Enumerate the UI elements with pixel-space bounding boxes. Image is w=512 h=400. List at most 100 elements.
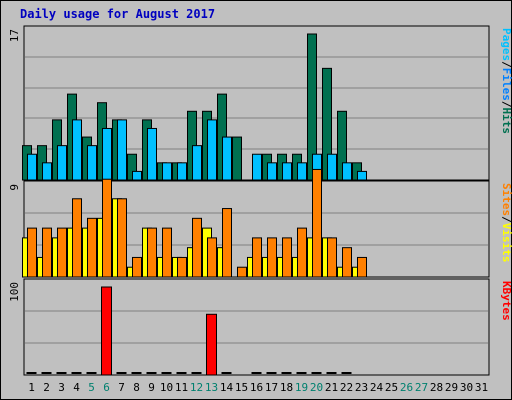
- visits-bar-12: [192, 217, 202, 278]
- files-bar-14: [222, 136, 232, 181]
- x-tick-label: 21: [325, 381, 338, 394]
- visits-bar-2: [42, 227, 52, 278]
- kbytes-bar-9: [146, 372, 157, 374]
- files-bar-7: [117, 119, 127, 181]
- files-bar-9: [147, 127, 157, 181]
- x-tick-label: 11: [175, 381, 188, 394]
- files-bar-18: [282, 162, 292, 181]
- visits-bar-16: [252, 237, 262, 278]
- kbytes-bar-22: [341, 372, 352, 374]
- legend-hits-files-pages: Pages/Files/Hits: [500, 28, 512, 134]
- visits-bar-20: [312, 168, 322, 278]
- files-bar-16: [252, 153, 262, 181]
- kbytes-bar-11: [176, 372, 187, 374]
- kbytes-bar-17: [266, 372, 277, 374]
- files-bar-3: [57, 145, 67, 181]
- visits-bar-15: [237, 266, 247, 278]
- kbytes-bar-12: [191, 372, 202, 374]
- visits-bar-10: [162, 227, 172, 278]
- panel-visits-sites: 9 Sites/Visits: [8, 168, 512, 278]
- legend-kbytes: KBytes: [500, 281, 512, 321]
- files-bar-22: [342, 162, 352, 181]
- chart-title: Daily usage for August 2017: [20, 7, 216, 21]
- kbytes-bar-10: [161, 372, 172, 374]
- kbytes-bar-7: [116, 372, 127, 374]
- legend-entry: /: [500, 101, 512, 108]
- kbytes-bar-4: [71, 372, 82, 374]
- files-bar-8: [132, 170, 142, 181]
- x-tick-label: 12: [190, 381, 203, 394]
- y-max-label: 9: [8, 184, 21, 191]
- visits-bar-1: [27, 227, 37, 278]
- x-tick-label: 14: [220, 381, 234, 394]
- panel-kbytes: 100 KBytes: [8, 278, 512, 376]
- x-tick-label: 22: [340, 381, 353, 394]
- visits-bar-23: [357, 256, 367, 278]
- x-tick-label: 9: [148, 381, 155, 394]
- x-tick-label: 7: [118, 381, 125, 394]
- visits-bar-13: [207, 237, 217, 278]
- files-bar-4: [72, 119, 82, 181]
- x-tick-label: 29: [445, 381, 458, 394]
- legend-entry: /: [500, 61, 512, 68]
- x-tick-label: 2: [43, 381, 50, 394]
- kbytes-bar-6: [101, 286, 112, 376]
- visits-bar-21: [327, 237, 337, 278]
- x-tick-label: 13: [205, 381, 218, 394]
- kbytes-bar-13: [206, 313, 217, 376]
- legend-entry: KBytes: [500, 281, 512, 321]
- kbytes-bar-18: [281, 372, 292, 374]
- files-bar-17: [267, 162, 277, 181]
- legend-entry: /: [500, 216, 512, 223]
- visits-bar-19: [297, 227, 307, 278]
- x-tick-label: 5: [88, 381, 95, 394]
- x-tick-label: 16: [250, 381, 263, 394]
- x-tick-label: 4: [73, 381, 80, 394]
- x-tick-label: 6: [103, 381, 110, 394]
- legend-entry: Pages: [500, 28, 512, 61]
- files-bar-23: [357, 170, 367, 181]
- files-bar-21: [327, 153, 337, 181]
- kbytes-bar-14: [221, 372, 232, 374]
- kbytes-bar-5: [86, 372, 97, 374]
- legend-entry: Files: [500, 68, 512, 101]
- hits-bar-15: [232, 136, 242, 181]
- x-tick-label: 26: [400, 381, 413, 394]
- files-bar-12: [192, 145, 202, 181]
- kbytes-bar-16: [251, 372, 262, 374]
- files-bar-5: [87, 145, 97, 181]
- y-max-label: 17: [8, 29, 21, 42]
- kbytes-bar-20: [311, 372, 322, 374]
- x-tick-label: 19: [295, 381, 308, 394]
- plot-area: [23, 278, 490, 376]
- x-tick-label: 25: [385, 381, 398, 394]
- files-bar-10: [162, 162, 172, 181]
- x-tick-label: 31: [475, 381, 488, 394]
- files-bar-11: [177, 162, 187, 181]
- visits-bar-11: [177, 256, 187, 278]
- panel-hits-files-pages: 17 Pages/Files/Hits: [8, 25, 512, 181]
- legend-entry: Sites: [500, 183, 512, 216]
- files-bar-13: [207, 119, 217, 181]
- visits-bar-4: [72, 198, 82, 278]
- x-tick-label: 17: [265, 381, 278, 394]
- visits-bar-3: [57, 227, 67, 278]
- files-bar-19: [297, 162, 307, 181]
- legend-entry: Visits: [500, 223, 512, 263]
- x-tick-label: 28: [430, 381, 443, 394]
- visits-bar-22: [342, 247, 352, 278]
- kbytes-bar-2: [41, 372, 52, 374]
- visits-bar-7: [117, 198, 127, 278]
- x-tick-label: 27: [415, 381, 428, 394]
- kbytes-bar-19: [296, 372, 307, 374]
- files-bar-2: [42, 162, 52, 181]
- visits-bar-18: [282, 237, 292, 278]
- x-tick-label: 8: [133, 381, 140, 394]
- visits-bar-17: [267, 237, 277, 278]
- x-tick-label: 23: [355, 381, 368, 394]
- kbytes-bar-21: [326, 372, 337, 374]
- x-tick-label: 15: [235, 381, 248, 394]
- visits-bar-5: [87, 217, 97, 278]
- visits-bar-9: [147, 227, 157, 278]
- kbytes-bar-1: [26, 372, 37, 374]
